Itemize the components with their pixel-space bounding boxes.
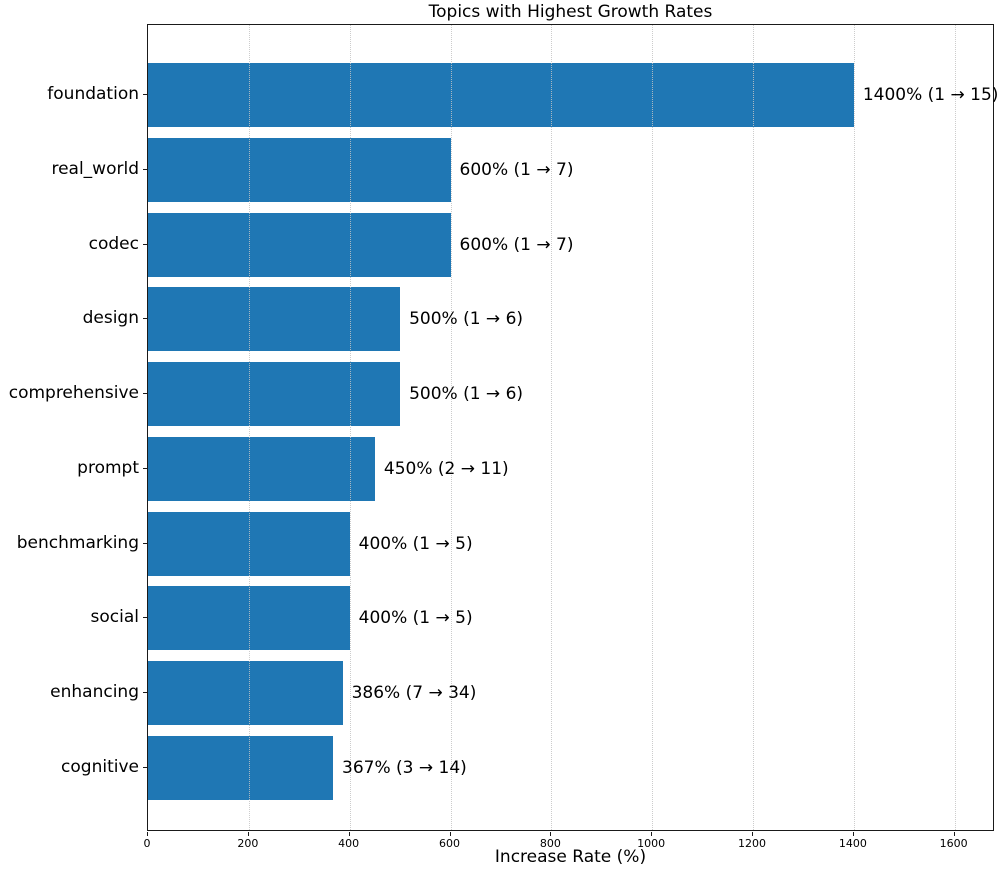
x-tick-label-0: 0	[143, 837, 151, 850]
x-tick-label-1400: 1400	[838, 837, 867, 850]
gridline-x-1400	[853, 25, 855, 830]
x-tick-mark-1600	[953, 832, 955, 836]
bar-value-label-design: 500% (1 → 6)	[409, 309, 524, 330]
y-tick-label-real_world: real_world	[51, 158, 139, 179]
bar-value-label-codec: 600% (1 → 7)	[459, 234, 574, 255]
x-tick-mark-800	[550, 832, 552, 836]
bar-design	[148, 287, 401, 352]
y-tick-label-social: social	[90, 607, 139, 628]
y-tick-mark-comprehensive	[143, 393, 147, 395]
bar-value-label-benchmarking: 400% (1 → 5)	[358, 533, 473, 554]
gridline-x-600	[450, 25, 452, 830]
y-tick-label-comprehensive: comprehensive	[8, 383, 139, 404]
y-tick-mark-cognitive	[143, 767, 147, 768]
bar-real_world	[148, 137, 451, 202]
x-tick-mark-1000	[651, 832, 653, 836]
plot-area: 1400% (1 → 15) 600% (1 → 7) 600% (1 → 7) 50…	[147, 24, 998, 831]
y-tick-mark-design	[143, 318, 147, 320]
bar-codec	[148, 212, 451, 277]
x-tick-label-1200: 1200	[738, 837, 766, 850]
bar-enhancing	[148, 661, 343, 726]
bar-value-label-enhancing: 386% (7 → 34)	[351, 683, 477, 704]
bar-value-label-foundation: 1400% (1 → 15)	[862, 85, 999, 105]
y-tick-mark-codec	[143, 243, 147, 245]
x-tick-mark-0	[147, 832, 148, 836]
y-tick-mark-foundation	[143, 94, 147, 95]
y-tick-mark-prompt	[143, 467, 147, 469]
y-tick-mark-benchmarking	[143, 542, 147, 544]
x-tick-label-400: 400	[338, 837, 360, 850]
y-tick-label-foundation: foundation	[47, 84, 139, 104]
y-tick-label-codec: codec	[88, 233, 139, 254]
gridline-x-800	[551, 25, 553, 830]
gridline-x-200	[248, 25, 250, 830]
x-tick-label-600: 600	[439, 837, 460, 850]
x-axis-label: Increase Rate (%)	[494, 847, 647, 867]
x-tick-mark-1400	[852, 832, 854, 836]
x-tick-mark-200	[247, 832, 249, 836]
y-tick-mark-social	[143, 617, 147, 619]
x-tick-label-1600: 1600	[939, 837, 968, 850]
bar-prompt	[148, 436, 375, 501]
y-tick-label-design: design	[82, 308, 139, 329]
chart-title: Topics with Highest Growth Rates	[428, 2, 713, 22]
bar-foundation	[148, 63, 854, 127]
y-tick-label-benchmarking: benchmarking	[16, 532, 139, 553]
bar-value-label-comprehensive: 500% (1 → 6)	[409, 384, 524, 405]
x-tick-mark-400	[348, 832, 350, 836]
gridline-x-1600	[954, 25, 956, 830]
gridline-x-1000	[652, 25, 654, 830]
gridline-x-400	[349, 25, 351, 830]
bar-value-label-prompt: 450% (2 → 11)	[383, 458, 509, 479]
bar-value-label-cognitive: 367% (3 → 14)	[342, 758, 467, 778]
x-tick-mark-600	[449, 832, 451, 836]
y-tick-label-prompt: prompt	[77, 457, 139, 478]
y-tick-label-cognitive: cognitive	[61, 757, 139, 777]
x-tick-label-200: 200	[237, 837, 259, 850]
y-tick-mark-real_world	[143, 168, 147, 170]
x-tick-label-800: 800	[539, 837, 561, 850]
y-tick-mark-enhancing	[143, 692, 147, 694]
bar-cognitive	[148, 736, 334, 800]
y-tick-label-enhancing: enhancing	[50, 682, 139, 703]
x-tick-label-1000: 1000	[637, 837, 666, 850]
bar-value-label-real_world: 600% (1 → 7)	[459, 159, 574, 180]
x-tick-mark-1200	[752, 832, 753, 836]
bar-value-label-social: 400% (1 → 5)	[358, 608, 473, 629]
gridline-x-1200	[753, 25, 754, 830]
bar-comprehensive	[148, 362, 401, 427]
